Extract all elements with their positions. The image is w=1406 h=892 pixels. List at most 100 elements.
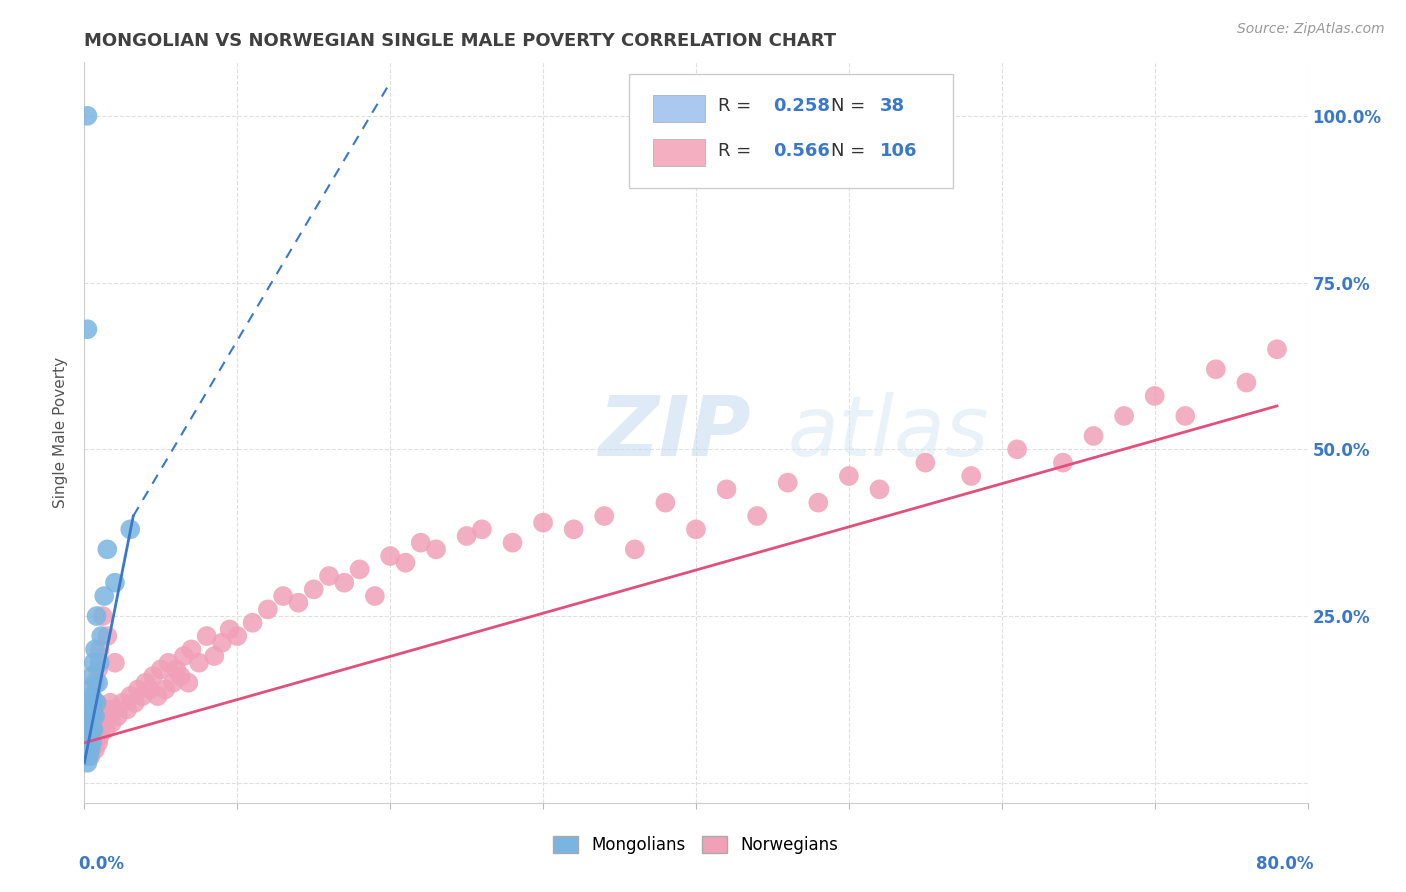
- Point: [502, 535, 524, 549]
- Point: [170, 669, 193, 683]
- Point: [155, 682, 177, 697]
- Point: [142, 669, 165, 683]
- Point: [409, 535, 432, 549]
- Point: [79, 723, 101, 737]
- Point: [90, 702, 112, 716]
- Text: 80.0%: 80.0%: [1256, 855, 1313, 872]
- Point: [1174, 409, 1197, 423]
- Point: [685, 522, 707, 536]
- Point: [716, 483, 738, 497]
- Point: [86, 609, 108, 624]
- Point: [84, 675, 107, 690]
- Point: [83, 736, 105, 750]
- Point: [914, 456, 936, 470]
- Point: [1005, 442, 1028, 457]
- Point: [180, 642, 202, 657]
- Point: [195, 629, 218, 643]
- Point: [93, 589, 115, 603]
- Text: R =: R =: [718, 142, 751, 160]
- Point: [84, 642, 107, 657]
- Point: [79, 723, 101, 737]
- Point: [624, 542, 647, 557]
- Point: [80, 736, 103, 750]
- Point: [257, 602, 280, 616]
- Point: [1083, 429, 1105, 443]
- Point: [83, 723, 105, 737]
- Point: [79, 682, 101, 697]
- Point: [76, 749, 98, 764]
- Point: [188, 656, 211, 670]
- Point: [101, 715, 124, 730]
- Text: 106: 106: [880, 142, 917, 160]
- Point: [86, 729, 108, 743]
- Point: [593, 508, 616, 523]
- Point: [80, 742, 103, 756]
- Point: [960, 469, 983, 483]
- Point: [77, 742, 100, 756]
- Point: [271, 589, 294, 603]
- Point: [838, 469, 860, 483]
- FancyBboxPatch shape: [654, 139, 704, 166]
- Legend: Mongolians, Norwegians: Mongolians, Norwegians: [547, 830, 845, 861]
- Point: [94, 723, 117, 737]
- Point: [654, 496, 676, 510]
- Point: [93, 709, 115, 723]
- Point: [531, 516, 554, 530]
- Text: ZIP: ZIP: [598, 392, 751, 473]
- Point: [89, 709, 111, 723]
- Point: [83, 696, 105, 710]
- Point: [79, 742, 101, 756]
- Point: [89, 642, 111, 657]
- Point: [104, 575, 127, 590]
- Point: [86, 696, 108, 710]
- Text: 0.258: 0.258: [773, 97, 830, 115]
- Point: [83, 656, 105, 670]
- Point: [83, 723, 105, 737]
- Point: [115, 702, 138, 716]
- Point: [131, 689, 153, 703]
- Y-axis label: Single Male Poverty: Single Male Poverty: [53, 357, 69, 508]
- Point: [87, 723, 110, 737]
- Text: 0.0%: 0.0%: [79, 855, 124, 872]
- Point: [173, 648, 195, 663]
- Point: [149, 662, 172, 676]
- Text: 38: 38: [880, 97, 904, 115]
- Point: [91, 715, 114, 730]
- Point: [80, 702, 103, 716]
- Point: [80, 709, 103, 723]
- Point: [562, 522, 585, 536]
- Point: [87, 675, 110, 690]
- Point: [80, 689, 103, 703]
- Point: [218, 623, 240, 637]
- Point: [80, 715, 103, 730]
- Point: [807, 496, 830, 510]
- Point: [425, 542, 447, 557]
- Point: [96, 702, 118, 716]
- Point: [111, 696, 134, 710]
- Point: [90, 723, 112, 737]
- Point: [165, 662, 187, 676]
- Point: [287, 596, 309, 610]
- Point: [146, 689, 169, 703]
- Point: [139, 682, 162, 697]
- Point: [242, 615, 264, 630]
- Point: [84, 709, 107, 723]
- Point: [1052, 456, 1074, 470]
- Point: [333, 575, 356, 590]
- Point: [177, 675, 200, 690]
- Point: [127, 682, 149, 697]
- Point: [79, 736, 101, 750]
- Point: [79, 709, 101, 723]
- Text: Source: ZipAtlas.com: Source: ZipAtlas.com: [1237, 22, 1385, 37]
- Point: [96, 629, 118, 643]
- Point: [349, 562, 371, 576]
- Point: [77, 749, 100, 764]
- Point: [1205, 362, 1227, 376]
- Point: [302, 582, 325, 597]
- Point: [80, 729, 103, 743]
- Point: [91, 609, 114, 624]
- Point: [104, 702, 127, 716]
- Point: [776, 475, 799, 490]
- Point: [124, 696, 146, 710]
- Point: [86, 715, 108, 730]
